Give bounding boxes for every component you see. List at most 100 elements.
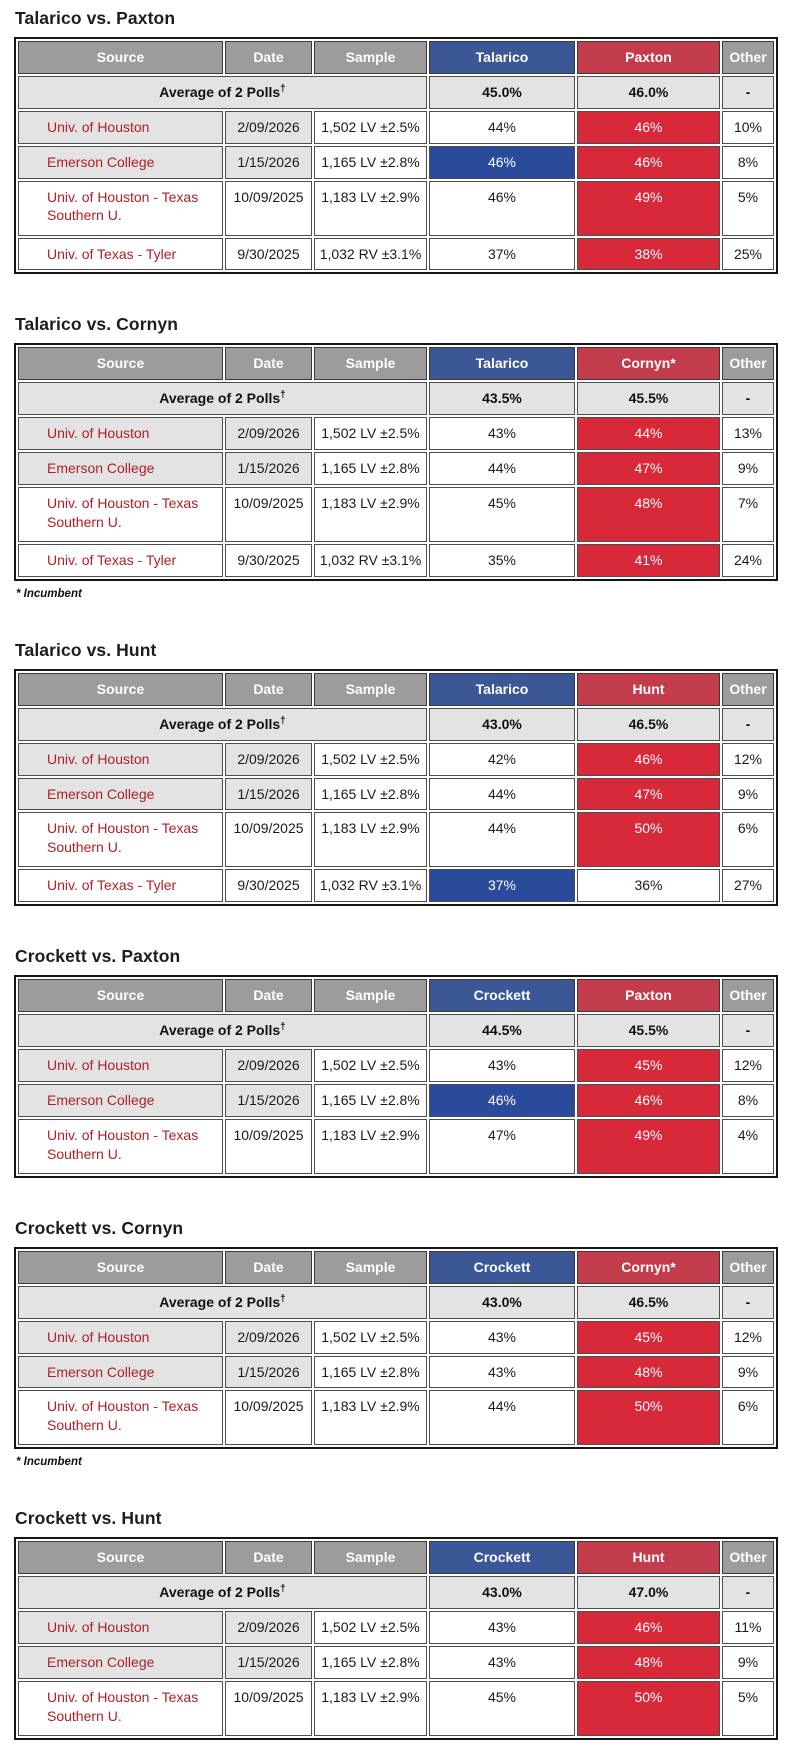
poll-source: Univ. of Houston - Texas Southern U. <box>18 812 223 868</box>
poll-row: Emerson College 1/15/2026 1,165 LV ±2.8%… <box>18 145 774 179</box>
poll-date: 1/15/2026 <box>225 452 312 486</box>
col-header-dem-candidate: Crockett <box>429 979 575 1013</box>
poll-table: Source Date Sample Talarico Cornyn* Othe… <box>14 343 778 581</box>
poll-dem-value: 43% <box>429 1646 575 1680</box>
average-dem-value: 43.5% <box>429 382 575 416</box>
poll-row: Univ. of Houston - Texas Southern U. 10/… <box>18 1390 774 1446</box>
poll-dem-value: 43% <box>429 1355 575 1389</box>
poll-other-value: 12% <box>722 742 774 776</box>
poll-table: Source Date Sample Talarico Hunt Other A… <box>14 668 778 907</box>
average-row: Average of 2 Polls† 43.0% 46.5% - <box>18 707 774 741</box>
poll-gop-value: 45% <box>577 1049 720 1083</box>
poll-sample: 1,165 LV ±2.8% <box>314 1084 427 1117</box>
poll-gop-value: 47% <box>577 452 720 486</box>
poll-date: 9/30/2025 <box>225 237 312 271</box>
poll-source: Univ. of Houston <box>18 1611 223 1645</box>
poll-gop-value: 48% <box>577 1355 720 1389</box>
poll-source: Univ. of Houston <box>18 110 223 144</box>
poll-sample: 1,502 LV ±2.5% <box>314 1320 427 1354</box>
poll-gop-value: 36% <box>577 869 720 903</box>
average-gop-value: 45.5% <box>577 1014 720 1048</box>
col-header-sample: Sample <box>314 347 427 381</box>
poll-dem-value: 44% <box>429 110 575 144</box>
poll-source: Emerson College <box>18 1646 223 1680</box>
poll-sample: 1,183 LV ±2.9% <box>314 1118 427 1174</box>
poll-other-value: 10% <box>722 110 774 144</box>
poll-section-crockett-hunt: Crockett vs. Hunt Source Date Sample Cro… <box>14 1508 778 1741</box>
col-header-sample: Sample <box>314 41 427 74</box>
poll-row: Univ. of Houston 2/09/2026 1,502 LV ±2.5… <box>18 1049 774 1083</box>
average-label-cell: Average of 2 Polls† <box>18 1014 427 1048</box>
poll-other-value: 9% <box>722 777 774 811</box>
poll-source: Univ. of Houston - Texas Southern U. <box>18 1390 223 1446</box>
poll-dem-value: 44% <box>429 1390 575 1446</box>
poll-date: 10/09/2025 <box>225 487 312 543</box>
poll-source: Univ. of Houston <box>18 417 223 451</box>
average-gop-value: 46.5% <box>577 1285 720 1319</box>
poll-date: 1/15/2026 <box>225 145 312 179</box>
average-label: Average of 2 Polls <box>159 1022 281 1039</box>
poll-other-value: 9% <box>722 452 774 486</box>
average-label-cell: Average of 2 Polls† <box>18 707 427 741</box>
poll-source: Univ. of Houston <box>18 1320 223 1354</box>
poll-date: 1/15/2026 <box>225 777 312 811</box>
poll-row: Univ. of Houston 2/09/2026 1,502 LV ±2.5… <box>18 1611 774 1645</box>
poll-row: Univ. of Houston - Texas Southern U. 10/… <box>18 1118 774 1174</box>
poll-dem-value: 43% <box>429 1049 575 1083</box>
col-header-source: Source <box>18 672 223 706</box>
poll-sample: 1,032 RV ±3.1% <box>314 869 427 903</box>
poll-other-value: 24% <box>722 544 774 577</box>
col-header-gop-candidate: Cornyn* <box>577 1250 720 1284</box>
col-header-dem-candidate: Talarico <box>429 672 575 706</box>
poll-dem-value: 43% <box>429 1611 575 1645</box>
incumbent-footnote: * Incumbent <box>16 1456 82 1469</box>
poll-sample: 1,165 LV ±2.8% <box>314 777 427 811</box>
col-header-date: Date <box>225 672 312 706</box>
poll-date: 2/09/2026 <box>225 742 312 776</box>
poll-date: 9/30/2025 <box>225 544 312 577</box>
header-row: Source Date Sample Crockett Cornyn* Othe… <box>18 1250 774 1284</box>
col-header-gop-candidate: Hunt <box>577 1541 720 1575</box>
poll-title: Talarico vs. Paxton <box>15 8 176 28</box>
col-header-source: Source <box>18 41 223 74</box>
poll-source: Univ. of Texas - Tyler <box>18 869 223 903</box>
poll-gop-value: 38% <box>577 237 720 271</box>
col-header-other: Other <box>722 1250 774 1284</box>
poll-source: Univ. of Texas - Tyler <box>18 544 223 577</box>
col-header-other: Other <box>722 672 774 706</box>
poll-source: Univ. of Houston - Texas Southern U. <box>18 1118 223 1174</box>
poll-sample: 1,183 LV ±2.9% <box>314 487 427 543</box>
average-dem-value: 44.5% <box>429 1014 575 1048</box>
poll-dem-value: 42% <box>429 742 575 776</box>
col-header-other: Other <box>722 979 774 1013</box>
poll-title: Talarico vs. Hunt <box>15 639 157 660</box>
col-header-sample: Sample <box>314 1250 427 1284</box>
poll-dem-value: 44% <box>429 452 575 486</box>
average-other-value: - <box>722 1576 774 1610</box>
poll-title: Talarico vs. Cornyn <box>15 314 179 335</box>
header-row: Source Date Sample Talarico Hunt Other <box>18 672 774 706</box>
poll-dem-value: 44% <box>429 777 575 811</box>
average-label: Average of 2 Polls <box>159 1584 281 1601</box>
poll-row: Univ. of Houston 2/09/2026 1,502 LV ±2.5… <box>18 742 774 776</box>
col-header-other: Other <box>722 347 774 381</box>
col-header-sample: Sample <box>314 672 427 706</box>
col-header-source: Source <box>18 347 223 381</box>
poll-row: Univ. of Houston 2/09/2026 1,502 LV ±2.5… <box>18 417 774 451</box>
poll-dem-value: 46% <box>429 145 575 179</box>
poll-sample: 1,165 LV ±2.8% <box>314 1355 427 1389</box>
average-gop-value: 45.5% <box>577 382 720 416</box>
poll-other-value: 11% <box>722 1611 774 1645</box>
header-row: Source Date Sample Crockett Hunt Other <box>18 1541 774 1575</box>
poll-dem-value: 45% <box>429 487 575 543</box>
average-gop-value: 47.0% <box>577 1576 720 1610</box>
col-header-date: Date <box>225 41 312 74</box>
poll-date: 2/09/2026 <box>225 1611 312 1645</box>
col-header-source: Source <box>18 1541 223 1575</box>
poll-other-value: 8% <box>722 1084 774 1117</box>
poll-table: Source Date Sample Crockett Hunt Other A… <box>14 1537 778 1741</box>
poll-dem-value: 37% <box>429 869 575 903</box>
average-row: Average of 2 Polls† 43.0% 47.0% - <box>18 1576 774 1610</box>
average-label: Average of 2 Polls <box>159 715 281 732</box>
poll-source: Emerson College <box>18 777 223 811</box>
